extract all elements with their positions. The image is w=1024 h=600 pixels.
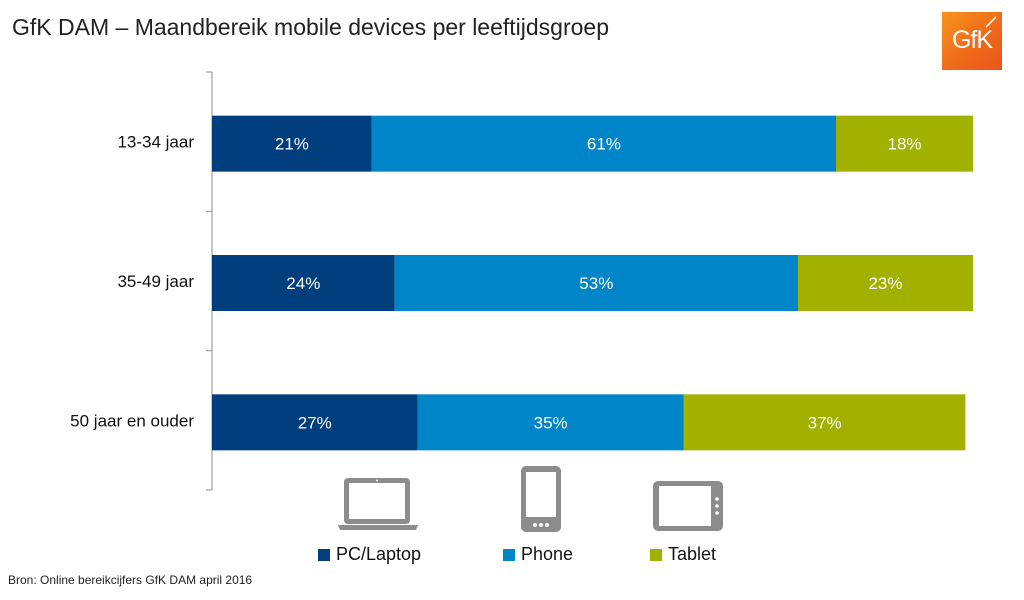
bar-segment xyxy=(212,394,418,451)
data-label: 35% xyxy=(534,413,568,432)
bar-segment xyxy=(797,255,973,311)
chart-title: GfK DAM – Maandbereik mobile devices per… xyxy=(12,14,610,40)
data-label: 18% xyxy=(887,135,921,154)
category-label: 50 jaar en ouder xyxy=(70,411,194,430)
data-label: 61% xyxy=(587,135,621,154)
data-label: 37% xyxy=(808,413,842,432)
legend-item-tablet: Tablet xyxy=(650,544,716,565)
category-label: 35-49 jaar xyxy=(117,272,194,291)
legend-swatch-phone xyxy=(503,548,515,561)
legend-label-pc-laptop: PC/Laptop xyxy=(336,544,422,564)
bar-segment xyxy=(212,115,372,172)
logo-text: GfK xyxy=(951,26,993,54)
data-label: 27% xyxy=(298,413,332,432)
gfk-logo: GfK xyxy=(942,12,1002,70)
legend-item-phone: Phone xyxy=(503,544,573,565)
legend-label-phone: Phone xyxy=(521,544,574,564)
tablet-icon xyxy=(653,481,723,531)
bar-segment xyxy=(417,394,684,451)
legend-swatch-pc-laptop xyxy=(318,548,330,561)
data-label: 23% xyxy=(868,274,902,293)
data-label: 24% xyxy=(286,274,320,293)
logo-mark-icon xyxy=(985,16,997,28)
bar-segment xyxy=(371,115,837,172)
data-label: 53% xyxy=(579,274,613,293)
data-label: 21% xyxy=(275,135,309,154)
bar-segment xyxy=(836,115,973,172)
category-label: 13-34 jaar xyxy=(117,133,194,152)
legend-label-tablet: Tablet xyxy=(668,544,717,564)
legend-item-pc-laptop: PC/Laptop xyxy=(318,544,421,565)
source-note: Bron: Online bereikcijfers GfK DAM april… xyxy=(8,573,253,587)
bar-segment xyxy=(683,394,966,451)
legend-swatch-tablet xyxy=(650,548,662,561)
phone-icon xyxy=(521,466,561,532)
laptop-icon xyxy=(338,478,418,530)
bar-segment xyxy=(212,255,395,311)
bar-segment xyxy=(394,255,798,311)
chart-legend: PC/Laptop Phone Tablet xyxy=(0,544,1024,568)
